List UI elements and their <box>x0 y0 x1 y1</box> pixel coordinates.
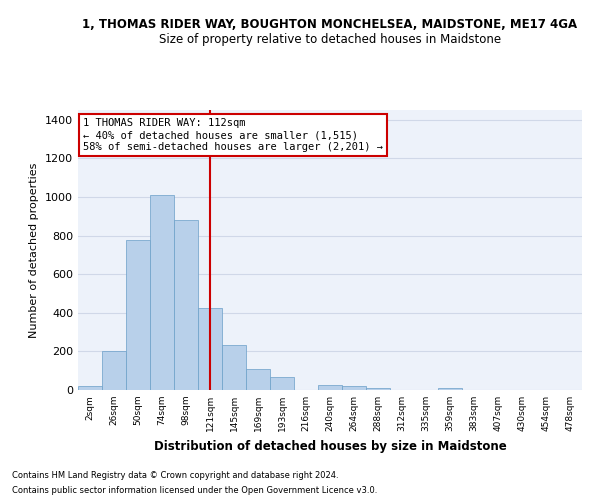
Text: Size of property relative to detached houses in Maidstone: Size of property relative to detached ho… <box>159 32 501 46</box>
Bar <box>198 308 222 390</box>
Bar <box>174 220 198 390</box>
Bar <box>366 388 390 390</box>
Bar <box>342 386 366 390</box>
Bar <box>102 352 126 390</box>
Bar <box>78 386 102 390</box>
Text: Contains HM Land Registry data © Crown copyright and database right 2024.: Contains HM Land Registry data © Crown c… <box>12 471 338 480</box>
Bar <box>246 369 270 390</box>
Text: 1, THOMAS RIDER WAY, BOUGHTON MONCHELSEA, MAIDSTONE, ME17 4GA: 1, THOMAS RIDER WAY, BOUGHTON MONCHELSEA… <box>82 18 578 30</box>
Y-axis label: Number of detached properties: Number of detached properties <box>29 162 40 338</box>
X-axis label: Distribution of detached houses by size in Maidstone: Distribution of detached houses by size … <box>154 440 506 452</box>
Bar <box>318 385 342 390</box>
Text: 1 THOMAS RIDER WAY: 112sqm
← 40% of detached houses are smaller (1,515)
58% of s: 1 THOMAS RIDER WAY: 112sqm ← 40% of deta… <box>83 118 383 152</box>
Bar <box>150 195 174 390</box>
Text: Contains public sector information licensed under the Open Government Licence v3: Contains public sector information licen… <box>12 486 377 495</box>
Bar <box>222 344 246 390</box>
Bar <box>270 377 294 390</box>
Bar <box>126 240 150 390</box>
Bar <box>438 388 462 390</box>
